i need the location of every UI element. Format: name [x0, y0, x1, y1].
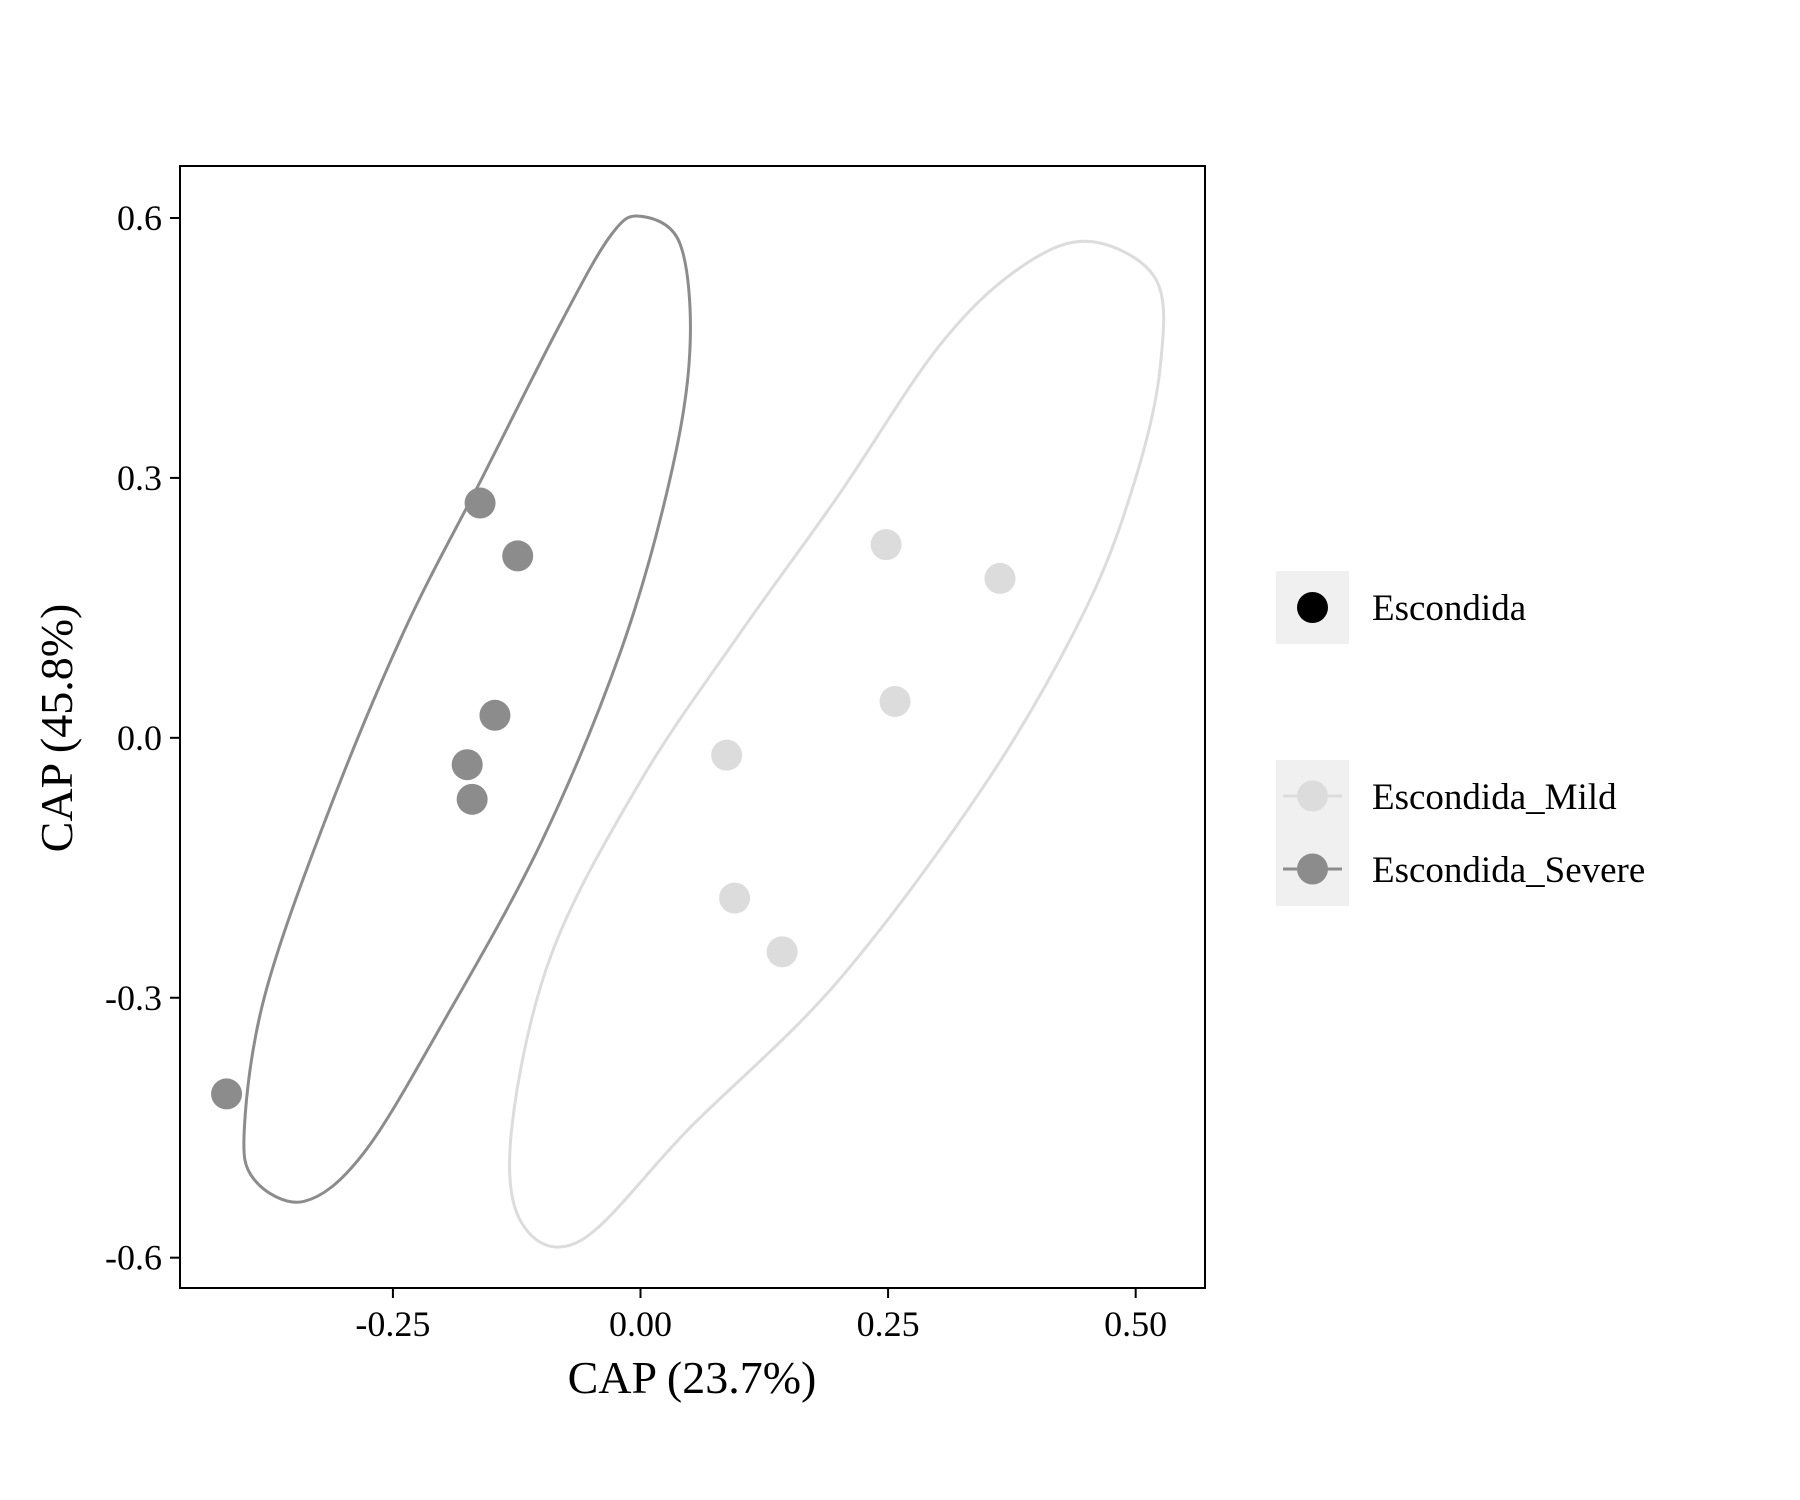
data-point-escondida-severe-1 — [464, 487, 496, 519]
legend-label-mild: Escondida_Mild — [1372, 777, 1617, 818]
x-tick-label: 0.50 — [1104, 1304, 1167, 1344]
data-point-escondida-severe-6 — [211, 1078, 243, 1110]
data-point-escondida-mild-2 — [984, 562, 1016, 594]
data-point-escondida-severe-2 — [502, 540, 534, 572]
legend-label-escondida: Escondida — [1372, 588, 1526, 629]
confidence-ellipse-escondida-severe — [242, 214, 692, 1204]
confidence-ellipse-escondida-mild — [508, 239, 1166, 1249]
legend-key-mild — [1297, 780, 1328, 812]
legend-label-severe: Escondida_Severe — [1372, 850, 1645, 891]
data-point-escondida-severe-4 — [451, 749, 483, 781]
data-point-escondida-mild-1 — [870, 529, 902, 561]
y-axis: -0.6 -0.3 0.0 0.3 0.6 — [105, 198, 180, 1278]
y-axis-title: CAP (45.8%) — [31, 604, 82, 853]
x-tick-label: 0.00 — [609, 1304, 672, 1344]
legend-key-escondida — [1297, 592, 1328, 623]
data-point-escondida-mild-4 — [711, 739, 743, 771]
x-tick-label: -0.25 — [355, 1304, 430, 1344]
data-point-escondida-mild-6 — [766, 936, 798, 968]
y-tick-label: 0.6 — [117, 198, 162, 238]
y-tick-label: 0.0 — [117, 718, 162, 758]
data-point-escondida-severe-5 — [456, 783, 488, 815]
y-tick-label: -0.3 — [105, 978, 162, 1018]
y-tick-label: -0.6 — [105, 1238, 162, 1278]
legend: Escondida Escondida_Mild Escondida_Sever… — [1276, 571, 1645, 906]
ellipse-layer — [242, 214, 1166, 1249]
data-point-escondida-mild-3 — [879, 685, 911, 717]
point-layer — [211, 487, 1016, 1110]
plot-panel-border — [179, 165, 1206, 1289]
x-tick-label: 0.25 — [857, 1304, 920, 1344]
data-point-escondida-severe-3 — [479, 699, 511, 731]
y-tick-label: 0.3 — [117, 458, 162, 498]
x-axis: -0.25 0.00 0.25 0.50 — [355, 1288, 1167, 1344]
data-point-escondida-mild-5 — [719, 882, 751, 914]
legend-key-severe — [1297, 853, 1328, 885]
x-axis-title: CAP (23.7%) — [568, 1352, 817, 1403]
